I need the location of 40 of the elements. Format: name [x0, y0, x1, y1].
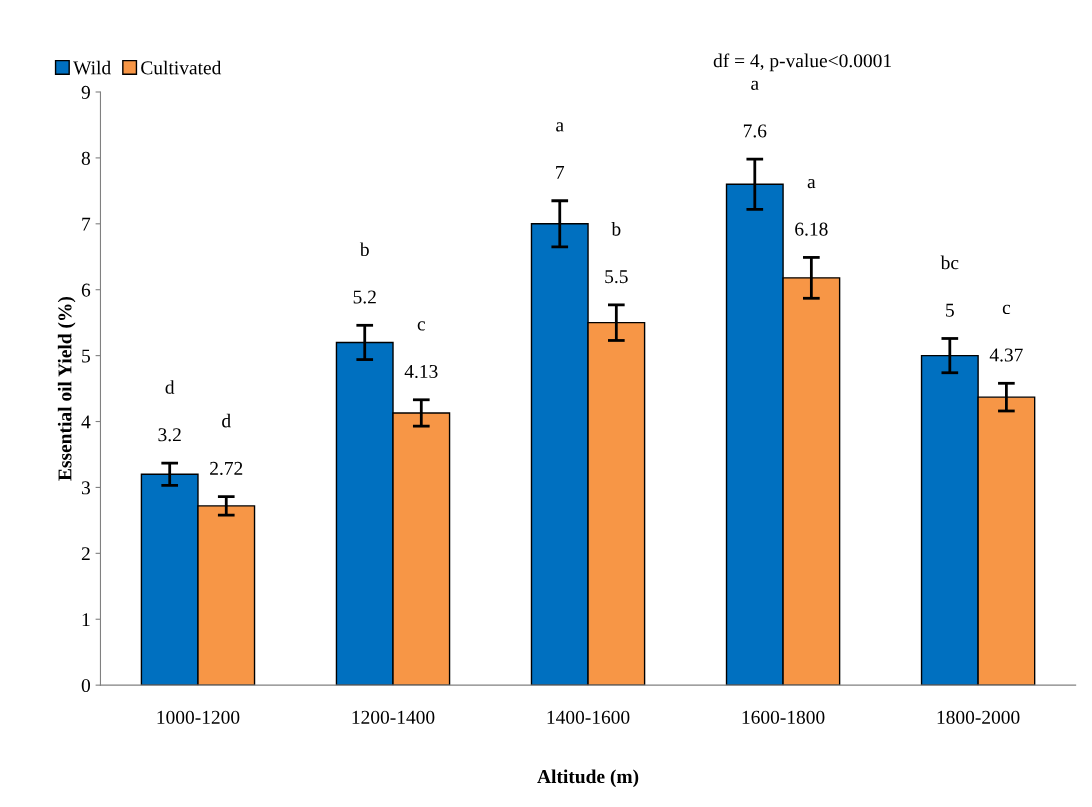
legend-label: Cultivated — [141, 60, 222, 75]
y-tick-label: 2 — [81, 547, 90, 561]
y-tick-label: 7 — [82, 217, 91, 231]
x-tick-label: 1800-2000 — [937, 710, 1020, 724]
data-label: 5.2 — [353, 290, 376, 304]
y-tick-label: 3 — [81, 481, 90, 495]
y-tick-label: 9 — [81, 85, 90, 99]
annotation: a — [556, 122, 564, 132]
y-tick-label: 0 — [81, 678, 90, 693]
annotation: b — [611, 221, 621, 236]
data-label: 3.2 — [158, 428, 181, 442]
y-tick-label: 8 — [81, 151, 90, 165]
y-tick-label: 1 — [82, 613, 90, 626]
data-label: 5.5 — [605, 270, 628, 284]
data-label: 7.6 — [743, 124, 767, 138]
x-tick-label: 1200-1400 — [352, 710, 435, 724]
annotation: a — [807, 178, 816, 189]
annotation: c — [1002, 304, 1011, 315]
data-label: 2.72 — [210, 461, 243, 475]
y-tick-label: 4 — [81, 415, 91, 429]
data-label: 4.37 — [989, 348, 1023, 362]
text: a — [751, 80, 759, 91]
x-tick-label: 1600-1800 — [742, 710, 825, 724]
annotation: c — [417, 321, 426, 331]
data-label: 7 — [556, 166, 565, 179]
x-axis-title: Altitude (m) — [537, 769, 639, 788]
y-tick-label: 5 — [82, 349, 90, 363]
y-axis-title: Essential oil Yield (%) — [57, 296, 76, 481]
data-label: 4.13 — [404, 364, 438, 379]
annotation: d — [165, 380, 175, 394]
annotation: bc — [940, 255, 959, 270]
legend-label: Wild — [73, 60, 111, 75]
x-tick-label: 1000-1200 — [157, 710, 240, 724]
text: df = 4, p-value<0.0001 — [713, 53, 891, 72]
data-label: 5 — [946, 303, 954, 317]
x-tick-label: 1400-1600 — [547, 710, 630, 724]
annotation: b — [359, 242, 369, 257]
annotation: d — [222, 413, 231, 428]
y-tick-label: 6 — [81, 283, 91, 297]
data-label: 6.18 — [795, 222, 828, 236]
